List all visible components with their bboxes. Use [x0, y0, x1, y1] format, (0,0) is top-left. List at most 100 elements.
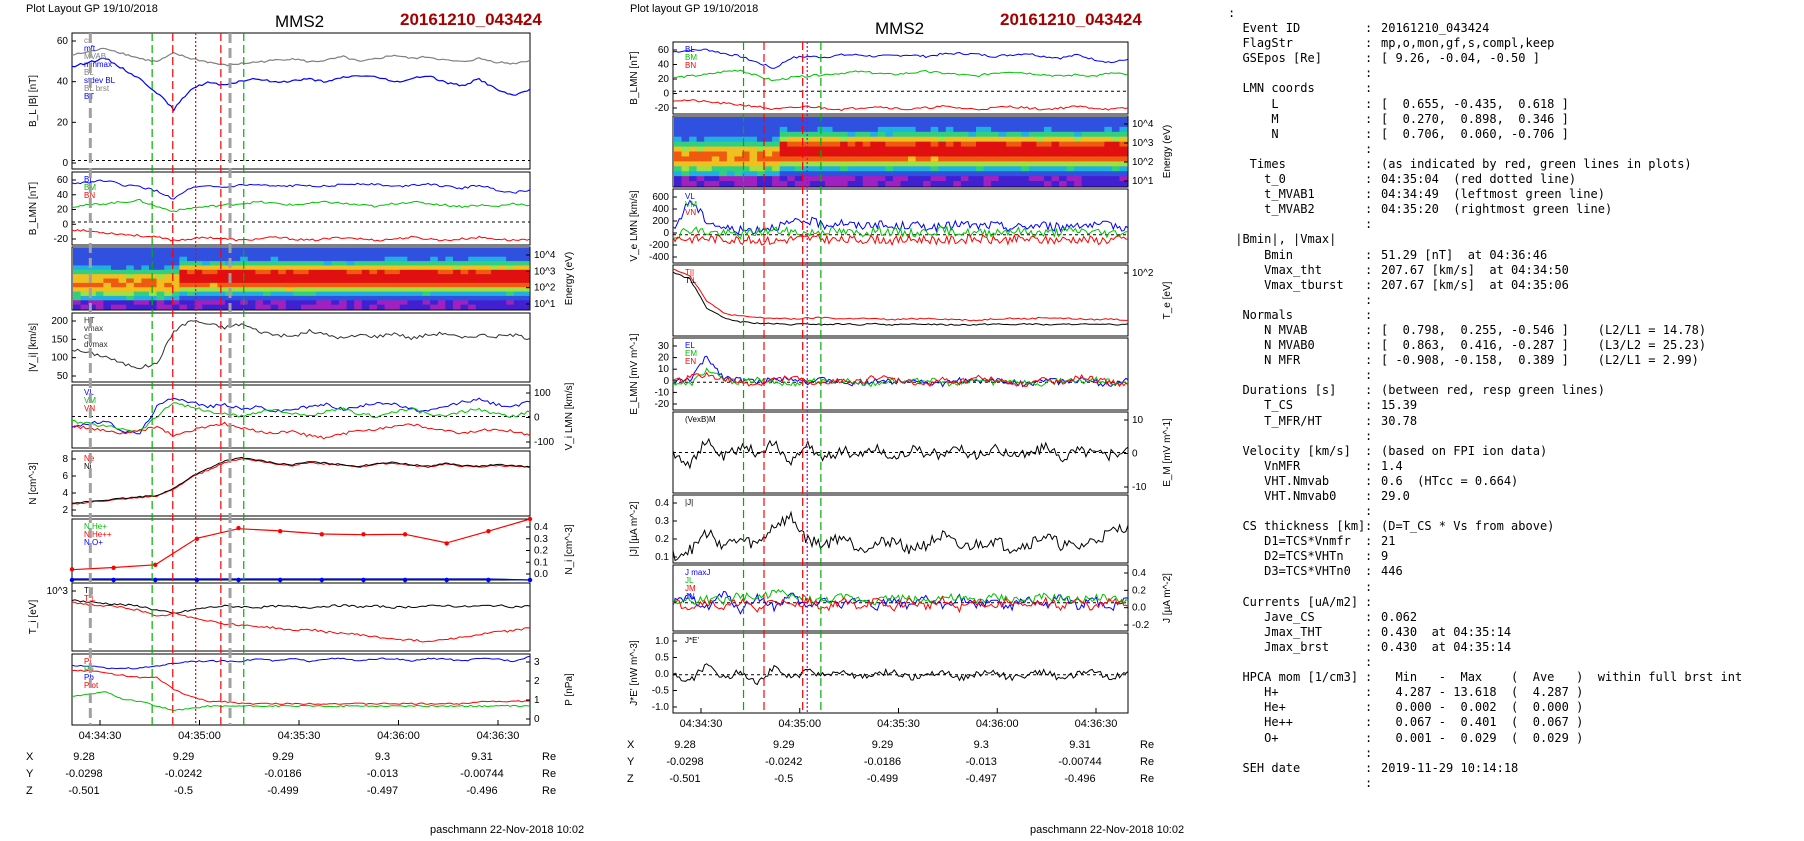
y-tick-label: -100 — [534, 437, 554, 448]
spectrogram-cell — [475, 252, 484, 258]
spectrogram-cell — [361, 300, 370, 306]
y-tick-label: 200 — [652, 216, 669, 227]
y-tick-label: 8 — [62, 454, 68, 465]
spectrogram-cell — [1104, 156, 1113, 162]
spectrogram-cell — [103, 256, 112, 262]
spectrogram-cell — [817, 166, 826, 172]
spectrogram-cell — [930, 126, 939, 133]
spectrogram-cell — [377, 304, 386, 310]
spectrogram-cell — [430, 304, 439, 310]
spectrogram-cell — [764, 121, 773, 128]
spectrogram-cell — [726, 126, 735, 133]
spectrogram-cell — [809, 176, 819, 182]
y-tick-label: 0.2 — [1132, 585, 1146, 596]
spectrogram-cell — [255, 256, 264, 262]
spectrogram-cell — [991, 141, 1000, 148]
spectrogram-cell — [88, 261, 97, 267]
spectrogram-cell — [491, 304, 500, 310]
summary-colon: : — [1365, 624, 1373, 639]
spectrogram-cell — [491, 269, 500, 275]
spectrogram-cell — [361, 274, 370, 280]
spectrogram-cell — [437, 256, 446, 262]
spectrogram-cell — [111, 274, 120, 280]
summary-key: VHT.Nmvab0 — [1228, 489, 1337, 503]
spectrogram-cell — [772, 161, 781, 167]
summary-row: : — [1228, 504, 1798, 519]
spectrogram-cell — [498, 256, 507, 262]
series-line — [672, 510, 1129, 562]
y-tick-label: 0.0 — [655, 669, 669, 680]
spectrogram-cell — [133, 274, 142, 280]
legend-entry: T|| — [84, 586, 93, 595]
spectrogram-cell — [73, 252, 82, 258]
spectrogram-cell — [361, 282, 370, 288]
spectrogram-cell — [825, 146, 834, 153]
spectrogram-cell — [1028, 171, 1037, 177]
panel-frame — [672, 632, 1129, 714]
spectrogram-cell — [263, 295, 272, 301]
spectrogram-cell — [217, 287, 226, 293]
spectrogram-cell — [892, 151, 902, 158]
spectrogram-cell — [953, 146, 962, 153]
spectrogram-cell — [1036, 141, 1045, 148]
spectrogram-cell — [141, 252, 150, 258]
spectrogram-cell — [141, 300, 150, 306]
spectrogram-cell — [491, 265, 500, 271]
spectrogram-cell — [674, 121, 683, 128]
spectrogram-cell — [354, 287, 363, 293]
spectrogram-cell — [498, 252, 507, 258]
spectrogram-cell — [179, 295, 188, 301]
spectrogram-cell — [498, 278, 507, 284]
summary-row: M:[ 0.270, 0.898, 0.346 ] — [1228, 112, 1798, 127]
spectrogram-cell — [847, 181, 856, 187]
spectrogram-cell — [1074, 166, 1083, 172]
spectrogram-cell — [983, 131, 992, 138]
spectrogram-cell — [915, 121, 924, 128]
spectrogram-cell — [179, 282, 188, 288]
legend-entry: T⊥ — [685, 276, 697, 285]
spectrogram-cell — [308, 252, 317, 258]
legend-entry: |J| — [685, 498, 693, 507]
spectrogram-cell — [870, 151, 879, 158]
spectrogram-cell — [346, 274, 355, 280]
spectrogram-cell — [453, 269, 462, 275]
spectrogram-cell — [73, 304, 82, 310]
spectrogram-cell — [1059, 156, 1068, 162]
spectrogram-cell — [209, 300, 218, 306]
spectrogram-cell — [475, 269, 484, 275]
summary-row: HPCA mom [1/cm3]: Min - Max ( Ave ) with… — [1228, 670, 1798, 685]
spectrogram-cell — [689, 146, 698, 153]
spectrogram-cell — [293, 261, 302, 267]
summary-key: VnMFR — [1228, 458, 1301, 473]
spectrogram-cell — [232, 252, 241, 258]
spectrogram-cell — [787, 156, 796, 162]
spectrogram-cell — [126, 282, 135, 288]
spectrogram-cell — [491, 256, 500, 262]
spectrogram-cell — [923, 117, 932, 123]
y-axis-label: T_i [eV] — [28, 600, 39, 635]
spectrogram-cell — [437, 278, 446, 284]
spectrogram-cell — [225, 295, 234, 301]
spectrogram-cell — [179, 269, 188, 275]
spectrogram-cell — [908, 126, 917, 133]
spectrogram-cell — [141, 265, 150, 271]
spectrogram-cell — [339, 304, 348, 310]
middle-event: 20161210_043424 — [1000, 10, 1142, 29]
pos-unit: Re — [1140, 773, 1154, 785]
spectrogram-cell — [840, 166, 849, 172]
spectrogram-cell — [369, 304, 378, 310]
spectrogram-cell — [171, 282, 180, 288]
summary-value: 446 — [1381, 564, 1403, 579]
spectrogram-cell — [278, 282, 287, 288]
spectrogram-cell — [817, 161, 826, 167]
summary-colon: : — [1365, 428, 1373, 443]
summary-value: (D=T_CS * Vs from above) — [1381, 519, 1555, 534]
spectrogram-cell — [840, 121, 849, 128]
panel-frame — [71, 450, 531, 517]
spectrogram-cell — [885, 176, 894, 182]
spectrogram-cell — [460, 256, 469, 262]
spectrogram-cell — [445, 300, 454, 306]
left-event: 20161210_043424 — [400, 10, 542, 29]
spectrogram-cell — [506, 282, 515, 288]
spectrogram-cell — [179, 261, 188, 267]
